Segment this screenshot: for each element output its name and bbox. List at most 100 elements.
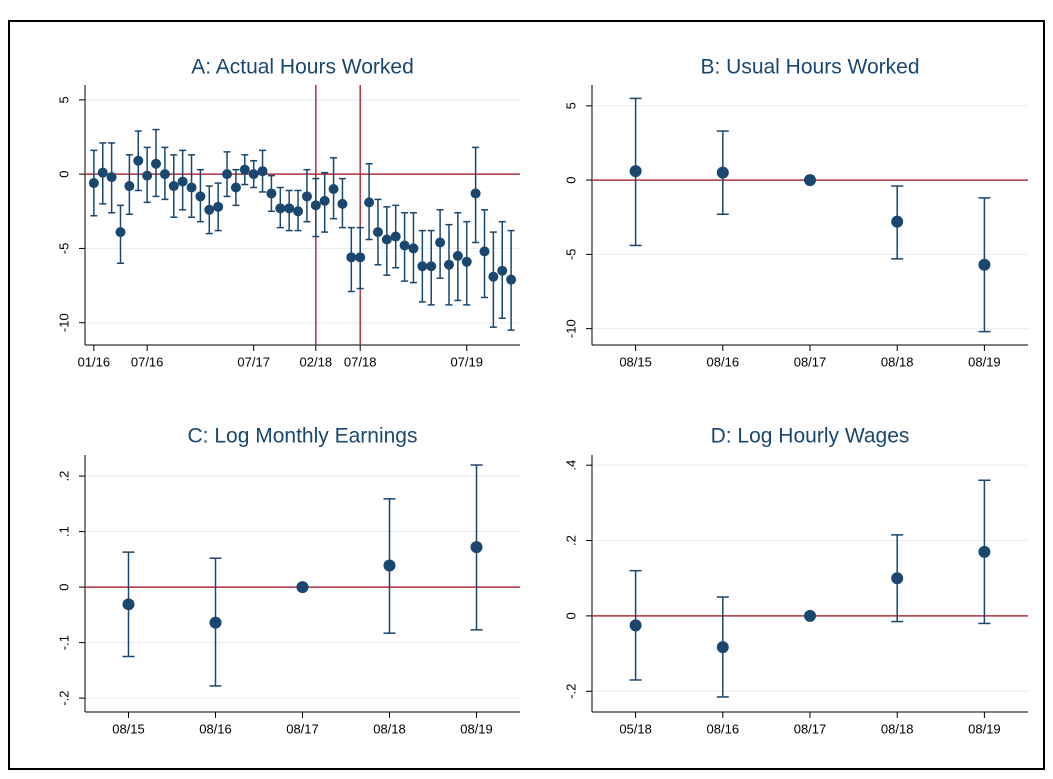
point <box>435 237 446 248</box>
point <box>470 541 483 554</box>
point <box>426 261 437 272</box>
x-tick-label: 02/18 <box>300 354 333 369</box>
point <box>88 178 99 189</box>
point <box>452 250 463 261</box>
y-tick-label: 0 <box>563 612 578 619</box>
point <box>301 191 312 202</box>
point <box>310 200 321 211</box>
panel-title: C: Log Monthly Earnings <box>188 425 418 448</box>
point <box>159 169 170 180</box>
point <box>417 261 428 272</box>
x-tick-label: 08/17 <box>794 354 827 369</box>
x-tick-label: 07/16 <box>131 354 164 369</box>
x-tick-label: 08/19 <box>968 721 1001 736</box>
x-tick-label: 07/18 <box>344 354 377 369</box>
point <box>381 234 392 245</box>
x-tick-label: 08/19 <box>968 354 1001 369</box>
y-tick-label: .2 <box>56 471 71 482</box>
point <box>804 609 816 622</box>
x-tick-label: 08/16 <box>199 721 232 736</box>
y-tick-label: -.2 <box>563 684 578 699</box>
point <box>891 572 904 585</box>
x-tick-label: 08/19 <box>460 721 493 736</box>
x-tick-label: 08/15 <box>619 354 652 369</box>
point <box>177 176 188 187</box>
y-tick-label: 0 <box>56 583 71 590</box>
y-tick-label: -5 <box>563 249 578 261</box>
point <box>461 256 472 267</box>
point <box>629 165 642 178</box>
point <box>230 182 241 193</box>
point <box>978 545 991 558</box>
point <box>497 265 508 276</box>
y-tick-label: -.1 <box>56 635 71 650</box>
point <box>133 155 144 166</box>
x-tick-label: 08/16 <box>707 721 740 736</box>
point <box>186 182 197 193</box>
point <box>716 166 729 179</box>
point <box>506 274 517 285</box>
point <box>142 170 153 181</box>
point <box>168 181 179 192</box>
y-tick-label: 0 <box>56 171 71 178</box>
point <box>355 252 366 263</box>
panel-title: D: Log Hourly Wages <box>711 425 910 448</box>
point <box>470 188 481 199</box>
point <box>346 252 357 263</box>
point <box>488 271 499 282</box>
y-tick-label: .2 <box>563 535 578 546</box>
y-tick-label: -10 <box>56 313 71 332</box>
x-tick-label: 08/18 <box>881 721 914 736</box>
y-tick-label: -5 <box>56 243 71 255</box>
point <box>390 231 401 242</box>
point <box>106 172 117 183</box>
y-tick-label: 0 <box>563 176 578 183</box>
y-tick-label: -10 <box>563 319 578 338</box>
panel-title: B: Usual Hours Worked <box>700 56 919 79</box>
x-tick-label: 08/17 <box>794 721 827 736</box>
point <box>328 184 339 194</box>
point <box>293 206 304 217</box>
y-tick-label: .4 <box>563 460 578 471</box>
point <box>978 258 991 271</box>
point <box>891 215 904 228</box>
y-tick-label: 5 <box>563 102 578 109</box>
point <box>629 619 642 632</box>
point <box>443 259 454 270</box>
y-tick-label: -.2 <box>56 691 71 706</box>
panel-title: A: Actual Hours Worked <box>191 56 414 79</box>
point <box>213 201 224 212</box>
point <box>804 174 816 187</box>
x-tick-label: 08/16 <box>707 354 740 369</box>
x-tick-label: 07/19 <box>450 354 483 369</box>
point <box>364 197 375 208</box>
x-tick-label: 08/18 <box>373 721 406 736</box>
point <box>195 191 206 202</box>
point <box>97 167 108 178</box>
figure-border <box>8 20 1045 770</box>
point <box>716 641 729 654</box>
x-tick-label: 07/17 <box>237 354 270 369</box>
point <box>319 195 330 206</box>
point <box>266 188 277 199</box>
x-tick-label: 08/18 <box>881 354 914 369</box>
point <box>479 246 490 257</box>
x-tick-label: 05/18 <box>619 721 652 736</box>
point <box>372 227 383 238</box>
point <box>248 169 259 180</box>
point <box>115 227 126 238</box>
y-tick-label: .1 <box>56 526 71 537</box>
x-tick-label: 01/16 <box>78 354 111 369</box>
point <box>222 169 233 180</box>
x-tick-label: 08/15 <box>112 721 145 736</box>
point <box>399 240 410 251</box>
point <box>124 181 135 192</box>
x-tick-label: 08/17 <box>286 721 319 736</box>
point <box>275 203 286 214</box>
point <box>209 616 222 629</box>
y-tick-label: 5 <box>56 96 71 103</box>
point <box>151 158 162 169</box>
point <box>408 243 419 254</box>
point <box>122 598 135 611</box>
point <box>296 581 309 594</box>
